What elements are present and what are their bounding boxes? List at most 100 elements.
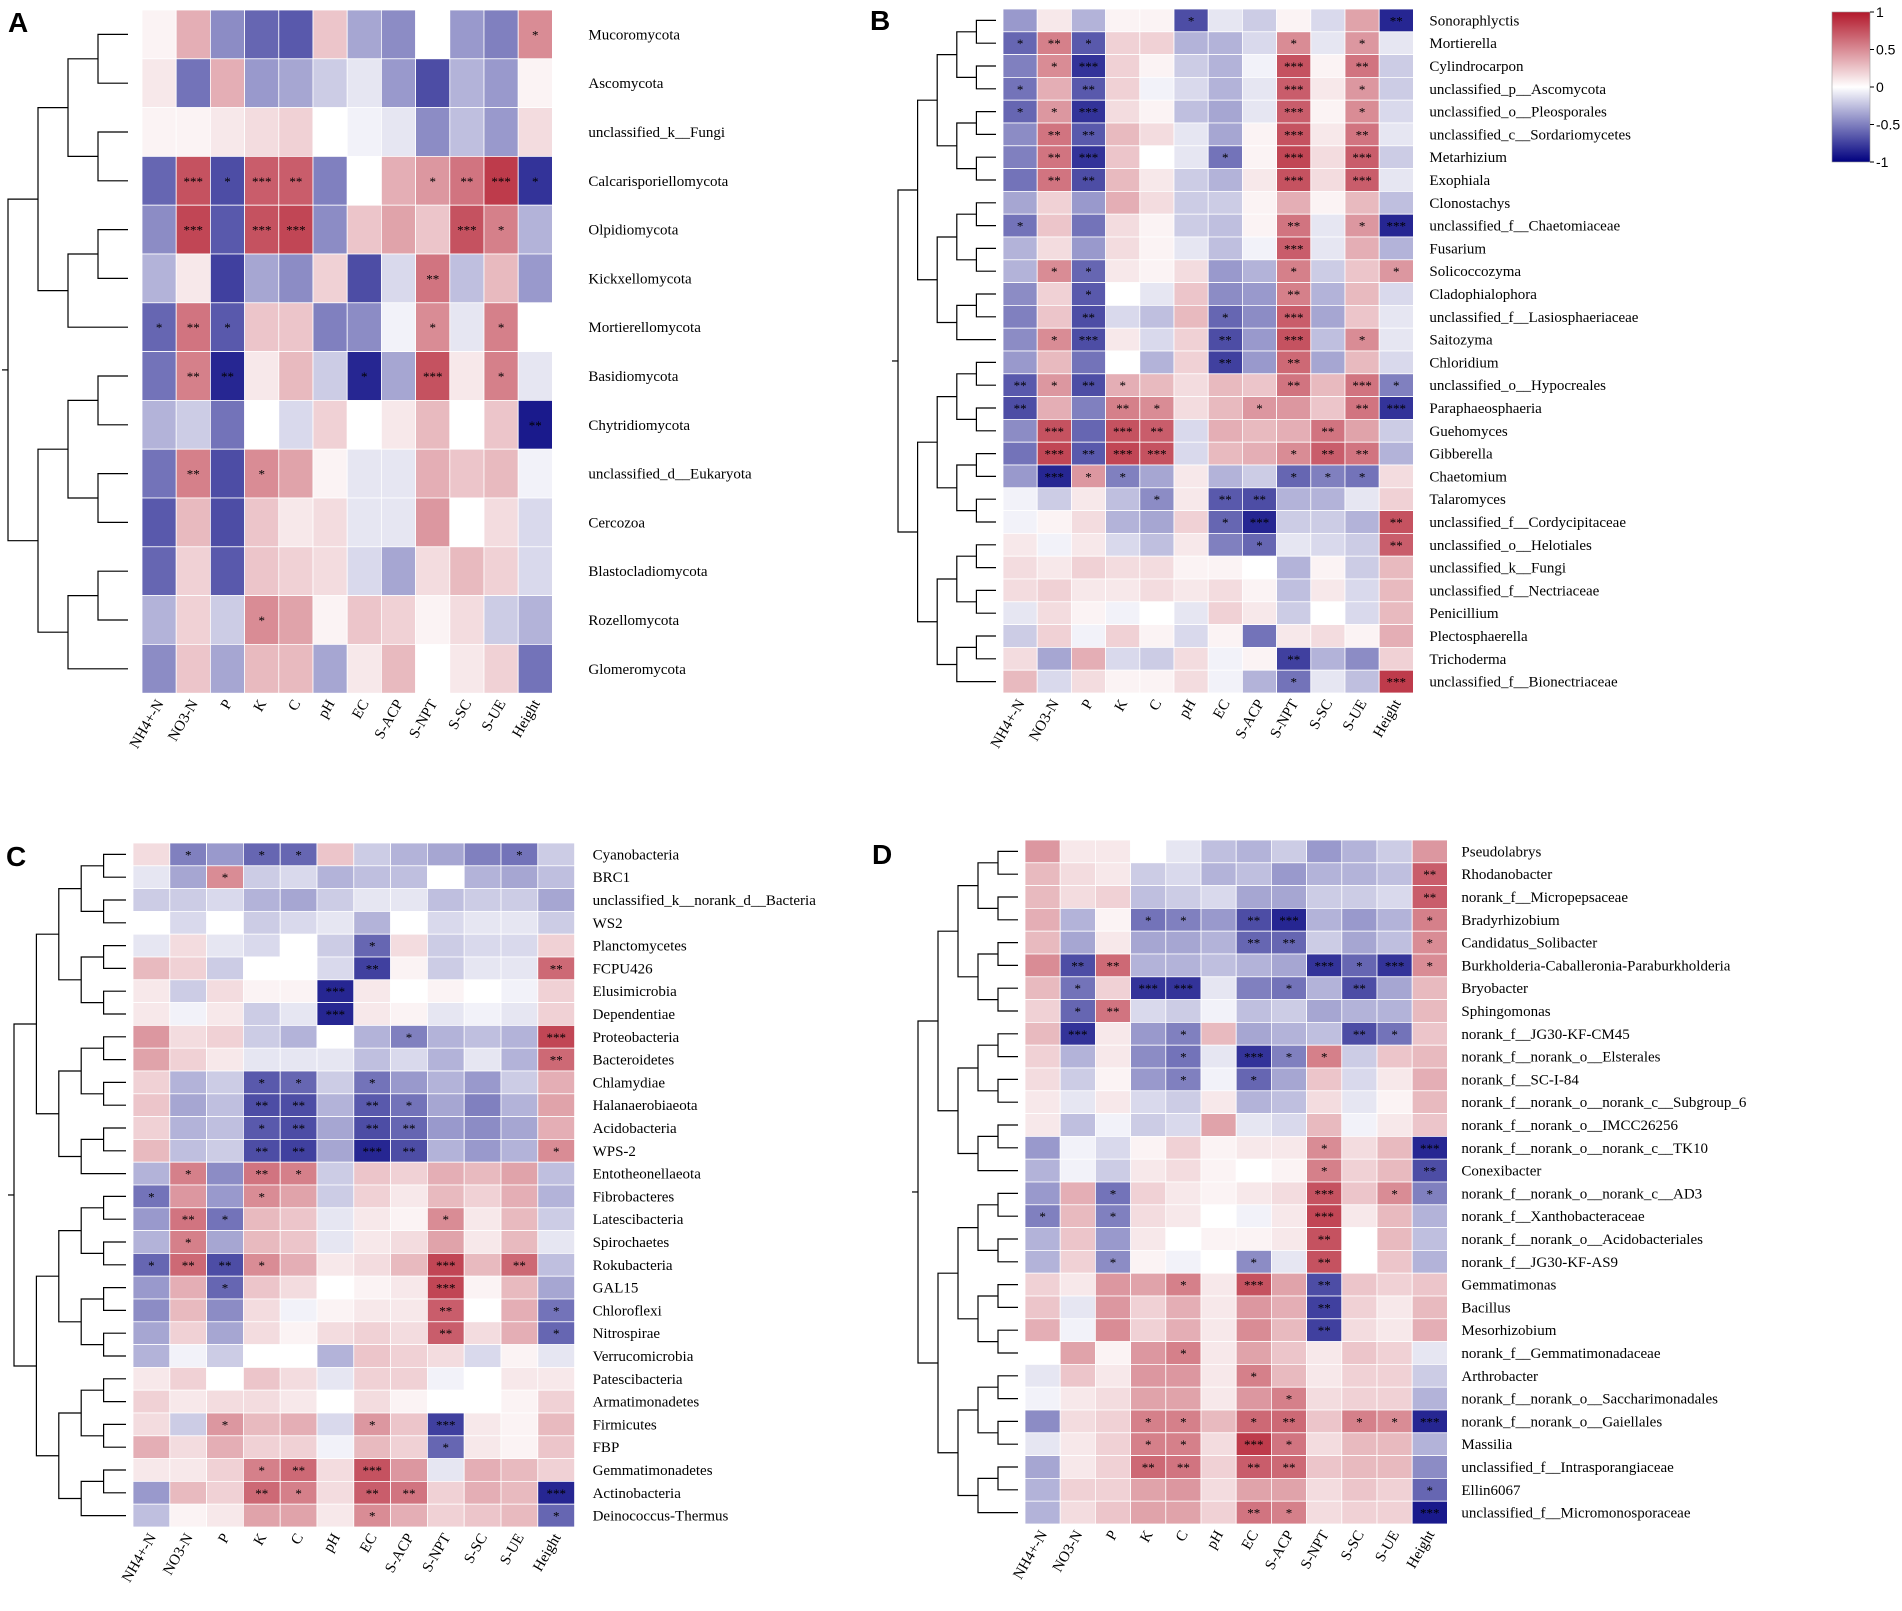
- row-label: unclassified_k__norank_d__Bacteria: [593, 893, 817, 909]
- heatmap-cell: [1378, 168, 1414, 192]
- significance-stars: *: [1051, 333, 1058, 348]
- heatmap-cell: [209, 253, 245, 304]
- row-label: Bacillus: [1461, 1300, 1510, 1316]
- heatmap-cell: [1071, 487, 1107, 511]
- heatmap-cell: [1165, 1386, 1202, 1411]
- significance-stars: *: [224, 174, 231, 189]
- heatmap-cell: [426, 888, 465, 912]
- heatmap-cell: [1200, 908, 1237, 932]
- heatmap-cell: [1139, 555, 1175, 580]
- heatmap-cell: [1105, 304, 1141, 329]
- dendrogram-branch: [103, 1127, 126, 1152]
- row-label: FCPU426: [593, 961, 654, 977]
- heatmap-cell: [1242, 31, 1278, 55]
- heatmap-cell: [278, 644, 314, 694]
- heatmap-cell: [1200, 1295, 1237, 1320]
- heatmap-cell: [517, 595, 553, 645]
- heatmap-cell: [346, 644, 382, 694]
- dendrogram-branch: [975, 635, 996, 660]
- heatmap-cell: [1059, 1364, 1096, 1388]
- heatmap-cell: [1139, 122, 1175, 147]
- heatmap-cell: [1344, 418, 1380, 443]
- dendrogram-branch: [977, 953, 998, 1001]
- heatmap-cell: [244, 546, 280, 596]
- heatmap-cell: [1071, 396, 1107, 420]
- dendrogram-branch: [975, 19, 996, 44]
- heatmap-cell: [1095, 976, 1132, 1000]
- dendrogram-branch: [997, 896, 1018, 921]
- significance-stars: *: [1017, 36, 1024, 51]
- significance-stars: **: [1321, 447, 1334, 462]
- heatmap-cell: [1071, 669, 1107, 694]
- row-label: unclassified_d__Eukaryota: [588, 467, 752, 483]
- heatmap-cell: [1235, 1181, 1272, 1206]
- heatmap-cell: [1310, 259, 1346, 283]
- dendrogram-branch: [977, 1204, 998, 1251]
- heatmap-cell: [242, 865, 281, 889]
- column-label: S-NPT: [1298, 1528, 1333, 1572]
- heatmap-cell: [463, 956, 502, 981]
- significance-stars: *: [1290, 264, 1297, 279]
- heatmap-cell: [1095, 1227, 1132, 1251]
- heatmap-cell: [1207, 441, 1243, 466]
- heatmap-cell: [279, 933, 318, 958]
- heatmap-cell: [1341, 1364, 1378, 1388]
- heatmap-cell: [1002, 601, 1038, 625]
- heatmap-cell: [279, 1412, 318, 1437]
- dendrogram-branch: [937, 1272, 958, 1454]
- significance-stars: *: [1359, 105, 1366, 120]
- heatmap-cell: [132, 1458, 171, 1482]
- significance-stars: ***: [1079, 333, 1099, 348]
- row-label: unclassified_k__Fungi: [1429, 561, 1566, 577]
- significance-stars: **: [255, 1486, 268, 1501]
- significance-stars: *: [156, 320, 163, 335]
- heatmap-cell: [312, 302, 348, 352]
- heatmap-cell: [449, 302, 485, 352]
- heatmap-cell: [279, 1230, 318, 1254]
- heatmap-cell: [141, 546, 177, 596]
- row-label: Chlamydiae: [593, 1075, 666, 1091]
- row-label: Conexibacter: [1461, 1164, 1541, 1180]
- heatmap-cell: [175, 9, 211, 60]
- heatmap-cell: [1059, 930, 1096, 955]
- heatmap-cell: [463, 1389, 502, 1414]
- dendrogram-branch: [975, 407, 996, 432]
- heatmap-cell: [244, 595, 280, 645]
- heatmap-cell: [1376, 1364, 1413, 1388]
- heatmap-cell: [1059, 1295, 1096, 1320]
- column-label: P: [218, 697, 236, 712]
- heatmap-cell: [1341, 1227, 1378, 1251]
- dendrogram-branch: [97, 375, 128, 426]
- heatmap-cell: [415, 204, 451, 255]
- heatmap-cell: [1310, 99, 1346, 124]
- heatmap-cell: [1271, 1272, 1308, 1297]
- heatmap-cell: [1024, 1500, 1061, 1525]
- heatmap-cell: [346, 497, 382, 548]
- heatmap-cell: [483, 644, 519, 694]
- row-label: norank_f__JG30-KF-AS9: [1461, 1255, 1618, 1271]
- heatmap-cell: [1139, 624, 1175, 648]
- significance-stars: ***: [1244, 1437, 1264, 1452]
- heatmap-cell: [206, 1458, 244, 1482]
- significance-stars: **: [255, 1167, 268, 1182]
- heatmap-cell: [169, 1070, 208, 1095]
- heatmap-cell: [1059, 1158, 1096, 1183]
- heatmap-cell: [1341, 1181, 1378, 1206]
- significance-stars: ***: [1244, 1050, 1264, 1065]
- heatmap-cell: [1130, 953, 1167, 978]
- row-label: Saitozyma: [1429, 333, 1493, 349]
- row-label: Gibberella: [1429, 447, 1493, 463]
- heatmap-cell: [1024, 885, 1061, 909]
- heatmap-cell: [1200, 930, 1237, 955]
- heatmap-cell: [1059, 1455, 1096, 1479]
- heatmap-cell: [169, 888, 208, 912]
- heatmap-cell: [426, 1139, 465, 1163]
- heatmap-cell: [500, 1025, 539, 1049]
- significance-stars: *: [429, 174, 436, 189]
- heatmap-cell: [279, 1275, 318, 1300]
- significance-stars: *: [1145, 1437, 1152, 1452]
- heatmap-cell: [1207, 669, 1243, 694]
- heatmap-cell: [316, 933, 355, 958]
- heatmap-cell: [278, 107, 314, 157]
- heatmap-cell: [1310, 77, 1346, 101]
